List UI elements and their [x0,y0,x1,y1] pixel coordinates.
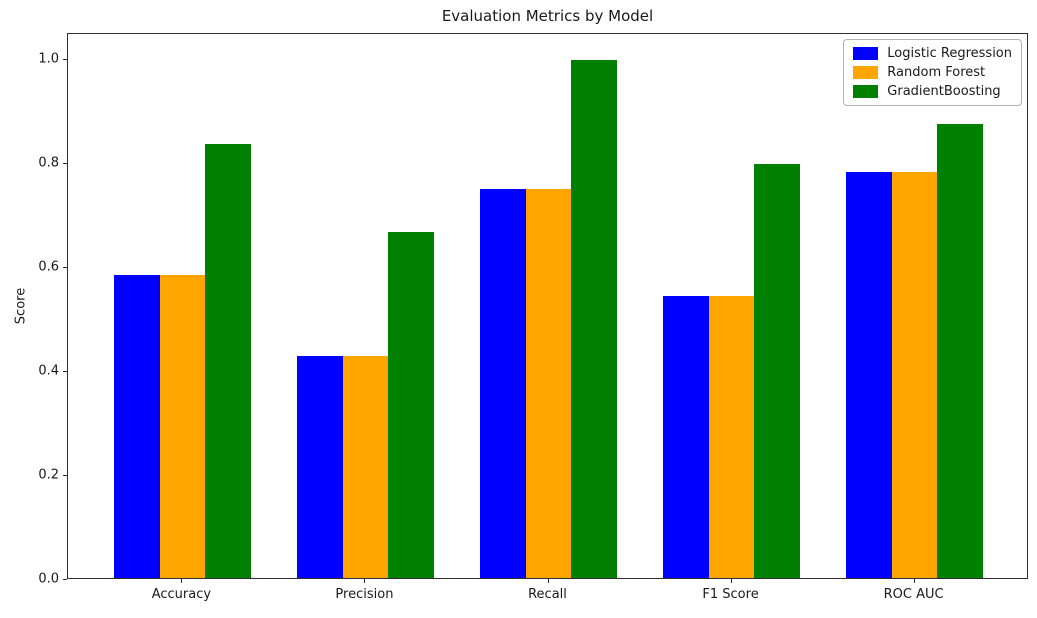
y-tick-label-0.4: 0.4 [38,363,59,379]
legend-swatch-logistic-regression [853,47,879,60]
x-tick-label-f1-score: F1 Score [702,587,759,602]
chart-title: Evaluation Metrics by Model [441,7,654,25]
bar-random-forest-f1-score [708,295,755,578]
y-tick-mark-0.0 [63,579,67,580]
legend-label-gradientboosting: GradientBoosting [887,84,1001,99]
bar-logistic-regression-roc-auc [845,172,892,578]
x-tick-mark-roc-auc [913,579,915,583]
bar-logistic-regression-accuracy [113,274,160,578]
legend-swatch-random-forest [853,66,879,79]
legend-label-random-forest: Random Forest [887,65,986,80]
y-tick-label-0.8: 0.8 [38,155,59,171]
bar-gradientboosting-f1-score [754,163,801,578]
y-tick-label-0.0: 0.0 [38,571,59,587]
bar-random-forest-roc-auc [891,172,938,578]
x-tick-label-precision: Precision [335,587,394,602]
y-tick-mark-0.8 [63,163,67,164]
bar-group-recall [479,34,618,578]
bar-logistic-regression-precision [296,355,343,578]
bar-gradientboosting-precision [388,232,435,578]
x-tick-label-accuracy: Accuracy [151,587,212,602]
plot-area: Logistic Regression Random Forest Gradient… [67,33,1028,579]
y-tick-mark-1.0 [63,59,67,60]
y-tick-label-0.6: 0.6 [38,259,59,275]
x-tick-mark-accuracy [181,579,183,583]
bar-random-forest-recall [525,189,572,578]
y-tick-label-1.0: 1.0 [38,51,59,67]
bar-group-precision [296,34,435,578]
y-tick-mark-0.6 [63,267,67,268]
legend: Logistic Regression Random Forest Gradient… [843,39,1022,106]
bar-logistic-regression-f1-score [662,295,709,578]
x-tick-mark-recall [547,579,549,583]
x-tick-mark-precision [364,579,366,583]
bar-random-forest-precision [342,355,389,578]
bar-gradientboosting-accuracy [205,144,252,578]
legend-swatch-gradientboosting [853,85,879,98]
y-tick-mark-0.2 [63,475,67,476]
legend-item-random-forest: Random Forest [853,66,1012,79]
bar-gradientboosting-roc-auc [937,124,984,578]
legend-item-gradientboosting: GradientBoosting [853,85,1012,98]
bar-gradientboosting-recall [571,59,618,578]
y-axis-label: Score [13,287,29,325]
bar-group-roc-auc [845,34,984,578]
x-tick-mark-f1-score [730,579,732,583]
bar-group-accuracy [113,34,252,578]
bar-logistic-regression-recall [479,189,526,578]
legend-label-logistic-regression: Logistic Regression [887,46,1012,61]
x-tick-label-roc-auc: ROC AUC [883,587,944,602]
bars-layer [68,34,1027,578]
y-tick-mark-0.4 [63,371,67,372]
bar-group-f1-score [662,34,801,578]
bar-random-forest-accuracy [159,274,206,578]
x-tick-label-recall: Recall [528,587,567,602]
y-tick-label-0.2: 0.2 [38,467,59,483]
legend-item-logistic-regression: Logistic Regression [853,47,1012,60]
